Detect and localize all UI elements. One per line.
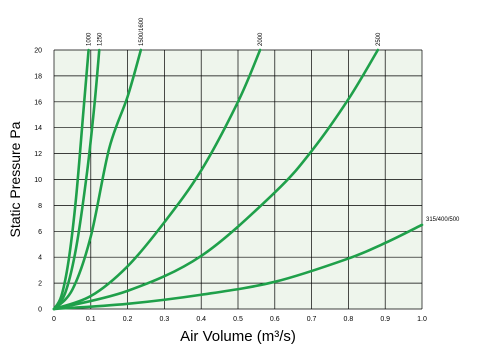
y-tick-label: 2 [38,281,42,288]
x-tick-label: 0.4 [196,316,206,323]
y-tick-label: 0 [38,307,42,314]
y-tick-labels: 0 2 4 6 8 10 12 14 16 18 20 [34,48,42,314]
x-tick-label: 0.1 [86,316,96,323]
curve-label-315-400-500: 315/400/500 [426,217,460,223]
curve-label-1250: 1250 [97,32,103,46]
fan-curves [52,48,424,311]
x-tick-label: 0.3 [160,316,170,323]
y-tick-label: 14 [34,125,42,132]
y-tick-label: 20 [34,48,42,55]
curve-1500-1600 [52,48,143,311]
curve-315-400-500 [52,223,424,311]
x-tick-label: 0.2 [123,316,133,323]
x-tick-label: 0.8 [344,316,354,323]
x-tick-label: 0.7 [307,316,317,323]
x-tick-label: 0 [52,316,56,323]
y-tick-label: 8 [38,203,42,210]
x-axis-title: Air Volume (m³/s) [180,328,296,345]
curve-labels: 1000 1250 1500/1600 2000 2500 315/400/500 [87,17,460,223]
curve-label-1000: 1000 [87,32,93,46]
x-tick-labels: 0 0.1 0.2 0.3 0.4 0.5 0.6 0.7 0.8 0.9 1.0 [52,316,427,323]
x-tick-label: 0.9 [380,316,390,323]
y-axis-title: Static Pressure Pa [7,121,23,237]
x-tick-label: 1.0 [417,316,427,323]
y-tick-label: 4 [38,255,42,262]
x-tick-label: 0.5 [233,316,243,323]
y-tick-label: 6 [38,229,42,236]
curve-2500 [52,48,380,311]
curve-2000 [52,48,262,311]
curve-label-1500-1600: 1500/1600 [139,17,145,46]
y-tick-label: 12 [34,151,42,158]
y-tick-label: 18 [34,73,42,80]
curve-label-2500: 2500 [376,32,382,46]
y-tick-label: 10 [34,177,42,184]
curve-1250 [52,48,101,311]
y-tick-label: 16 [34,99,42,106]
x-tick-label: 0.6 [270,316,280,323]
curve-label-2000: 2000 [258,32,264,46]
curve-1000 [52,48,90,311]
